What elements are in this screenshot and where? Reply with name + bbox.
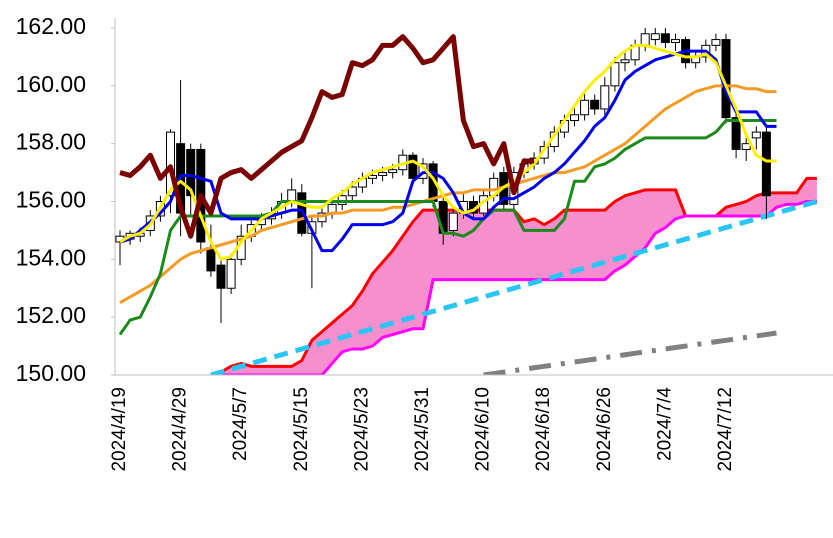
y-tick-label: 158.00 [16,129,86,155]
candle-body [600,85,610,110]
line [483,330,777,375]
candle-body [711,39,721,46]
cloud-line [221,200,817,375]
x-tick-label: 2024/5/23 [351,387,372,472]
cloud-fill [221,178,817,375]
candle-body [186,148,196,197]
x-tick-label: 2024/7/12 [715,387,736,472]
candle-body [570,114,579,122]
candle-body [741,143,751,150]
candle-body [378,172,388,176]
line [210,199,818,375]
x-tick-label: 2024/6/26 [594,387,615,472]
candle-body [388,169,398,174]
line [119,84,777,305]
x-tick-label: 2024/4/29 [170,387,191,472]
candle-body [731,117,741,150]
candle-body [448,212,458,231]
candle-body [580,99,590,116]
candle-body [650,33,660,41]
x-tick-label: 2024/6/18 [533,387,554,472]
candle-body [640,33,650,46]
candle-body [660,33,670,43]
candle-body [287,189,297,203]
candle-body [590,99,600,110]
candle-body [539,146,549,159]
candle-body [216,264,226,289]
line [118,119,777,336]
y-tick-label: 152.00 [16,302,86,328]
plot-area [115,28,818,375]
line [119,34,535,239]
candle-body [610,62,620,87]
candle-body [368,174,377,179]
x-tick-label: 2024/5/31 [412,387,433,472]
line [119,43,777,261]
x-tick-label: 2024/4/19 [109,387,130,472]
line [119,49,777,253]
candle-body [408,154,418,179]
candle-body [166,131,175,197]
candle-body [620,59,630,64]
candle-body [206,247,216,272]
y-tick-label: 156.00 [16,187,86,213]
x-tick-label: 2024/5/7 [230,387,251,461]
candle-body [671,39,680,43]
x-tick-label: 2024/7/4 [654,387,675,461]
y-tick-label: 154.00 [16,244,86,270]
x-tick-label: 2024/6/10 [473,387,494,472]
candle-body [751,131,761,139]
candle-body [347,186,357,197]
y-tick-label: 150.00 [16,360,86,386]
candle-body [761,131,771,197]
candle-body [226,258,236,289]
x-tick-label: 2024/5/15 [291,387,312,472]
y-tick-label: 160.00 [16,71,86,97]
y-tick-label: 162.00 [16,13,86,39]
